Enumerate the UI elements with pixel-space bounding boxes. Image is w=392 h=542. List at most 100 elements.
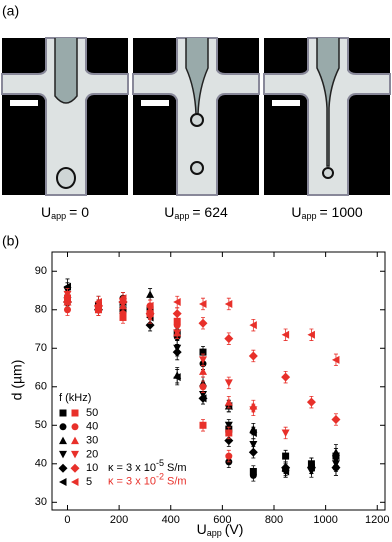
image-label: Uapp = 0: [41, 204, 89, 222]
x-tick-label: 1200: [365, 514, 389, 526]
image-label-value: = 1000: [319, 204, 362, 220]
data-point: [224, 379, 233, 387]
data-point: [199, 383, 207, 391]
legend-marker: [59, 409, 67, 417]
data-point: [248, 351, 258, 361]
y-tick-label: 80: [35, 304, 47, 316]
data-point: [199, 394, 207, 403]
image-label-sub: app: [301, 211, 316, 221]
data-point: [224, 421, 233, 430]
legend-marker: [59, 423, 67, 431]
legend-label-unit: S/m: [167, 462, 187, 474]
image-label: Uapp = 624: [164, 204, 228, 222]
image-label-main: U: [41, 204, 51, 220]
y-axis-label: d (µm): [9, 360, 25, 401]
plot-frame: [51, 251, 386, 511]
legend-label-exp: -2: [156, 472, 164, 482]
legend-marker: [71, 423, 79, 431]
data-point: [281, 429, 290, 437]
legend-marker: [71, 478, 79, 486]
data-point: [173, 329, 182, 337]
data-point: [199, 367, 208, 375]
micrograph: [263, 37, 391, 196]
y-tick-label: 30: [35, 496, 47, 508]
legend-marker: [59, 436, 67, 445]
panel-label: (b): [2, 233, 19, 249]
data-point: [306, 397, 316, 407]
data-point: [249, 428, 257, 437]
data-point: [249, 406, 258, 414]
data-point: [145, 309, 155, 319]
x-tick-label: 1000: [313, 514, 337, 526]
x-tick-label: 400: [162, 514, 180, 526]
data-point: [224, 334, 234, 344]
legend-label: 50: [86, 407, 98, 419]
legend-label: κ = 3 x 10-5 S/m: [108, 458, 187, 474]
data-point: [199, 421, 207, 429]
legend-marker: [58, 463, 68, 473]
legend-title: f (kHz): [59, 392, 91, 404]
x-tick-label: 200: [110, 514, 128, 526]
image-label-main: U: [291, 204, 301, 220]
data-point: [331, 463, 341, 473]
data-point: [249, 321, 257, 330]
y-tick-label: 90: [35, 265, 47, 277]
image-label-value: = 0: [69, 204, 89, 220]
panel-label: (a): [2, 3, 19, 19]
image-label-value: = 624: [192, 204, 228, 220]
data-point: [307, 330, 315, 339]
data-point: [331, 355, 340, 364]
legend-marker: [59, 478, 67, 486]
x-axis-label-sub: app: [207, 528, 222, 538]
y-tick-label: 50: [35, 419, 47, 431]
data-point: [307, 463, 315, 472]
data-point: [145, 320, 155, 330]
x-axis-label-unit: (V): [225, 521, 244, 537]
legend-label: 40: [86, 421, 98, 433]
legend-marker: [71, 409, 79, 417]
micrograph: [1, 37, 129, 196]
data-point: [282, 452, 290, 460]
data-point: [173, 298, 181, 307]
data-point: [248, 447, 258, 457]
x-tick-label: 800: [265, 514, 283, 526]
image-label-sub: app: [174, 211, 189, 221]
legend-label: 10: [86, 462, 98, 474]
data-point: [281, 467, 290, 476]
legend-label-main: κ = 3 x 10: [108, 475, 156, 487]
legend-marker: [70, 463, 80, 473]
data-point: [172, 347, 182, 357]
legend-label-exp: -5: [156, 458, 164, 468]
y-tick-label: 60: [35, 381, 47, 393]
data-point: [94, 298, 102, 307]
data-point: [173, 373, 181, 382]
x-axis-label: Uapp (V): [197, 521, 244, 539]
legend-label: 5: [86, 476, 92, 488]
data-point: [225, 452, 233, 460]
legend-marker: [71, 436, 79, 445]
data-point: [224, 398, 233, 406]
data-point: [199, 299, 207, 308]
micrographs: Uapp = 0 Uapp = 624 Uapp = 1000: [1, 37, 391, 222]
image-label: Uapp = 1000: [291, 204, 363, 222]
data-point: [63, 294, 71, 303]
data-point: [199, 356, 208, 364]
legend-label-unit: S/m: [167, 475, 187, 487]
legend-label: 30: [86, 435, 98, 447]
legend-label: 20: [86, 448, 98, 460]
x-tick-label: 600: [213, 514, 231, 526]
legend-marker: [71, 450, 79, 459]
data-point: [224, 299, 233, 308]
data-point: [172, 309, 182, 319]
data-point: [224, 436, 234, 446]
micrograph: [132, 37, 260, 196]
data-point: [281, 330, 290, 339]
image-label-main: U: [164, 204, 174, 220]
data-point: [146, 290, 155, 298]
data-point: [249, 441, 258, 449]
data-point: [146, 301, 154, 310]
data-point: [331, 415, 341, 425]
image-label-sub: app: [51, 211, 66, 221]
data-point: [249, 471, 257, 479]
